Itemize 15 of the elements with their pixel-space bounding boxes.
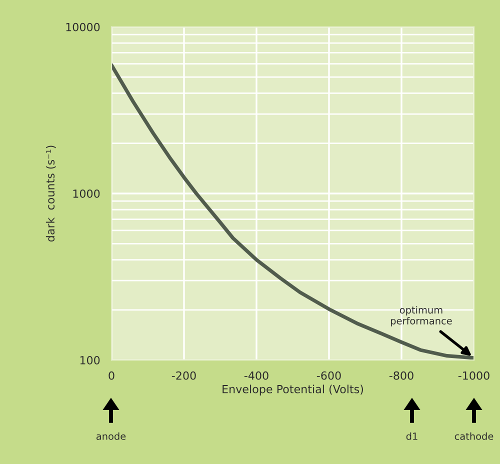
x-tick-label: -1000 bbox=[458, 371, 490, 380]
x-tick-label: 0 bbox=[108, 371, 114, 380]
text: anode bbox=[96, 432, 126, 440]
text: cathode bbox=[454, 432, 494, 440]
y-tick-label: 10000 bbox=[66, 22, 100, 32]
y-tick-label: 1000 bbox=[73, 189, 100, 198]
x-tick-label: -600 bbox=[316, 371, 341, 380]
x-tick-label: -400 bbox=[244, 371, 268, 380]
text: d1 bbox=[406, 432, 418, 440]
x-tick-label: -200 bbox=[172, 371, 196, 380]
x-tick-label: -800 bbox=[389, 371, 414, 380]
y-axis-title: dark counts (s⁻¹) bbox=[46, 146, 56, 242]
annotation: optimum performance bbox=[390, 306, 452, 326]
y-tick-label: 100 bbox=[80, 356, 100, 364]
x-axis-title: Envelope Potential (Volts) bbox=[222, 384, 364, 396]
